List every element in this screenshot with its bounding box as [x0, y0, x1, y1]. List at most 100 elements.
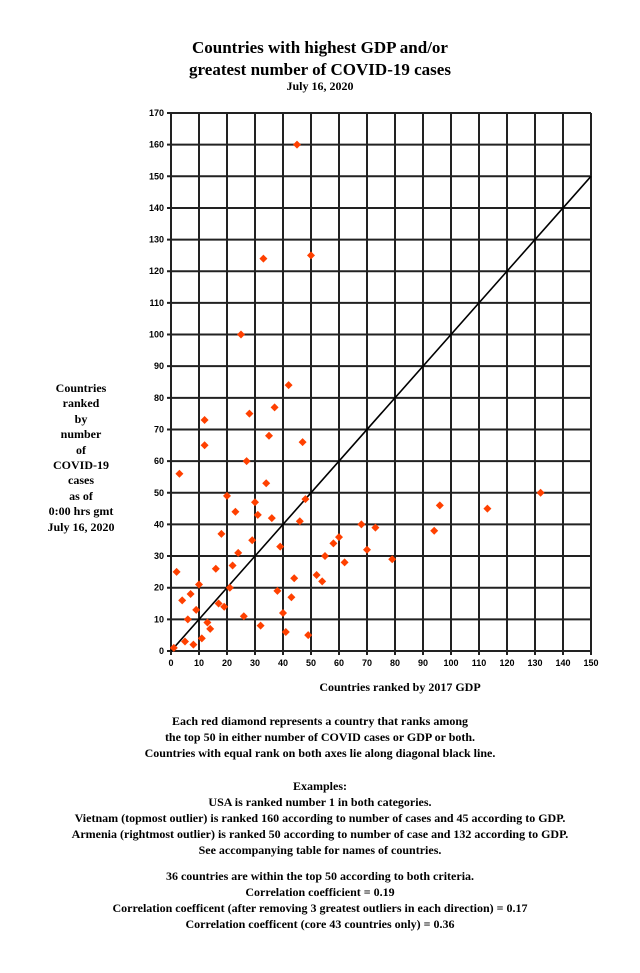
- data-point-diamond: [228, 561, 237, 570]
- x-tick-label: 90: [418, 658, 428, 668]
- x-tick-label: 140: [555, 658, 570, 668]
- data-point-diamond: [234, 548, 243, 557]
- data-point-diamond: [183, 615, 192, 624]
- data-point-diamond: [178, 596, 187, 605]
- data-point-diamond: [237, 330, 245, 339]
- data-point-diamond: [270, 403, 279, 412]
- data-point-diamond: [248, 536, 257, 545]
- data-point-diamond: [251, 498, 259, 507]
- data-point-diamond: [231, 507, 240, 516]
- y-tick-label: 170: [149, 108, 164, 118]
- y-tick-label: 80: [154, 393, 164, 403]
- x-tick-label: 50: [306, 658, 316, 668]
- data-point-diamond: [217, 529, 226, 538]
- data-point-diamond: [200, 415, 209, 424]
- y-tick-label: 140: [149, 203, 164, 213]
- x-tick-label: 100: [443, 658, 458, 668]
- data-point-diamond: [312, 571, 321, 580]
- y-axis-label-line: 0:00 hrs gmt: [48, 504, 114, 519]
- data-point-diamond: [192, 605, 201, 614]
- data-point-diamond: [225, 583, 234, 592]
- y-tick-label: 160: [149, 140, 164, 150]
- y-axis-label-line: number: [60, 427, 102, 442]
- note-line: Armenia (rightmost outlier) is ranked 50…: [71, 827, 569, 841]
- y-tick-label: 150: [149, 171, 164, 181]
- data-point-diamond: [287, 593, 296, 602]
- y-axis-label-line: July 16, 2020: [47, 519, 115, 534]
- data-point-diamond: [186, 590, 195, 599]
- data-point-diamond: [181, 637, 189, 646]
- y-axis-label-line: of: [76, 442, 86, 457]
- data-point-diamond: [223, 491, 231, 500]
- x-tick-label: 20: [222, 658, 232, 668]
- x-tick-label: 80: [390, 658, 400, 668]
- x-tick-label: 70: [362, 658, 372, 668]
- diagonal-equal-rank-line: [170, 175, 592, 652]
- data-point-diamond: [307, 251, 315, 260]
- data-point-diamond: [435, 501, 444, 510]
- note-line: 36 countries are within the top 50 accor…: [165, 869, 475, 883]
- note-line: Countries with equal rank on both axes l…: [144, 746, 496, 760]
- data-point-diamond: [335, 533, 343, 542]
- y-axis-label-line: Countries: [55, 381, 107, 395]
- x-tick-label: 60: [334, 658, 344, 668]
- x-tick-label: 110: [472, 658, 487, 668]
- note-line: the top 50 in either number of COVID cas…: [164, 730, 476, 744]
- data-point-diamond: [318, 577, 327, 586]
- x-axis-label: Countries ranked by 2017 GDP: [319, 680, 481, 694]
- y-tick-label: 100: [149, 330, 164, 340]
- y-axis-label-line: ranked: [62, 396, 100, 411]
- chart-title-line-1: Countries with highest GDP and/or: [192, 38, 448, 57]
- note-line: See accompanying table for names of coun…: [198, 843, 442, 857]
- y-tick-label: 60: [154, 456, 164, 466]
- y-tick-label: 30: [154, 551, 164, 561]
- x-tick-label: 130: [527, 658, 542, 668]
- data-point-diamond: [197, 634, 206, 643]
- data-point-diamond: [239, 612, 248, 621]
- y-tick-label: 70: [154, 424, 164, 434]
- note-line: Correlation coefficient = 0.19: [245, 885, 395, 899]
- data-point-diamond: [483, 504, 492, 513]
- data-point-diamond: [220, 602, 229, 611]
- x-tick-label: 10: [194, 658, 204, 668]
- data-point-diamond: [189, 640, 198, 649]
- y-tick-label: 110: [149, 298, 164, 308]
- data-point-diamond: [340, 558, 349, 567]
- data-point-diamond: [430, 526, 439, 535]
- y-axis-label-line: by: [74, 411, 88, 426]
- y-axis-label-line: cases: [68, 473, 94, 488]
- data-point-diamond: [203, 618, 212, 627]
- y-axis-label-line: as of: [69, 488, 93, 503]
- data-point-diamond: [172, 567, 181, 576]
- data-point-diamond: [279, 609, 287, 618]
- data-point-diamond: [256, 621, 265, 630]
- data-point-diamond: [388, 555, 397, 564]
- x-tick-label: 40: [278, 658, 288, 668]
- data-point-diamond: [321, 552, 329, 561]
- x-tick-label: 120: [499, 658, 514, 668]
- y-axis-label-line: COVID-19: [53, 458, 109, 473]
- y-tick-label: 0: [159, 646, 164, 656]
- data-point-diamond: [363, 545, 371, 554]
- note-line: USA is ranked number 1 in both categorie…: [208, 795, 432, 809]
- data-point-diamond: [301, 495, 310, 504]
- data-point-diamond: [265, 431, 273, 440]
- data-point-diamond: [267, 514, 276, 523]
- data-point-diamond: [298, 438, 307, 447]
- note-line: Vietnam (topmost outlier) is ranked 160 …: [74, 811, 566, 825]
- data-point-diamond: [169, 643, 178, 652]
- y-tick-label: 130: [149, 235, 164, 245]
- y-tick-label: 40: [154, 519, 164, 529]
- y-tick-label: 120: [149, 266, 164, 276]
- note-line: Correlation coefficent (core 43 countrie…: [185, 917, 455, 931]
- data-point-diamond: [281, 628, 290, 637]
- data-point-diamond: [253, 510, 262, 519]
- note-line: Each red diamond represents a country th…: [171, 714, 469, 728]
- data-point-diamond: [329, 539, 338, 548]
- data-point-diamond: [175, 469, 184, 478]
- data-point-diamond: [214, 599, 223, 608]
- data-point-diamond: [295, 517, 304, 526]
- data-point-diamond: [259, 254, 268, 263]
- note-line: Examples:: [293, 779, 347, 793]
- data-point-diamond: [211, 564, 220, 573]
